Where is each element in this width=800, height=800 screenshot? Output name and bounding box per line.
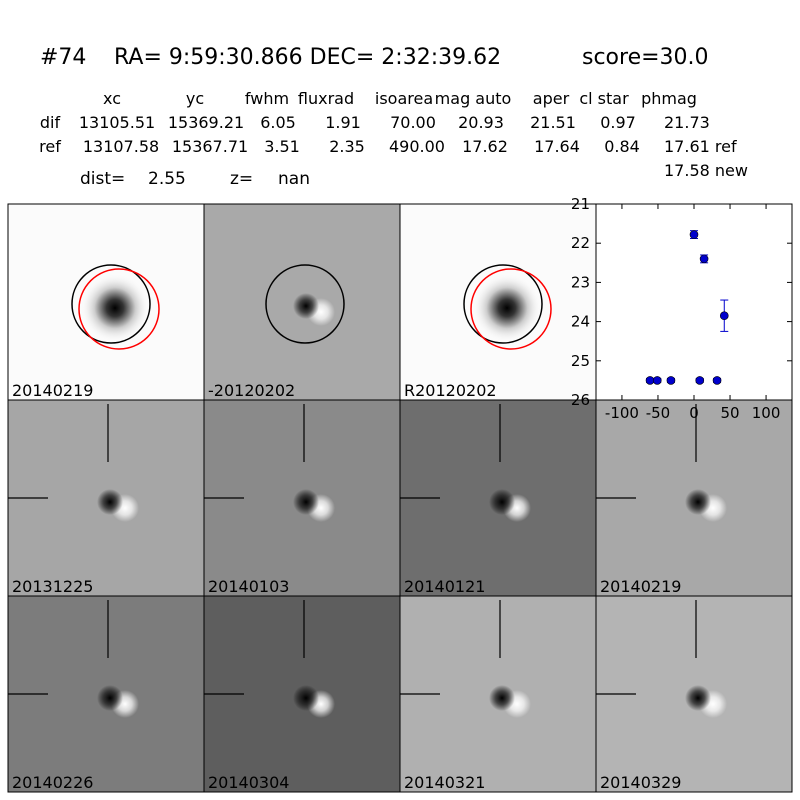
y-tick-label: 25	[571, 352, 590, 370]
table-cell: 6.05	[260, 113, 296, 132]
data-point	[652, 376, 662, 385]
data-point	[666, 376, 676, 385]
column-header: phmag	[641, 89, 697, 108]
table-cell: 21.73	[664, 113, 710, 132]
y-tick-label: 21	[571, 195, 590, 213]
dipole-dark	[293, 685, 319, 711]
table-cell: 15367.71	[172, 137, 248, 156]
dipole-dark	[489, 685, 515, 711]
table-cell: 20.93	[458, 113, 504, 132]
score: score=30.0	[582, 45, 709, 70]
table-cell: 0.84	[604, 137, 640, 156]
table-cell: 17.64	[534, 137, 580, 156]
dipole-dark	[293, 489, 319, 515]
dipole-dark	[97, 489, 123, 515]
panel-label: 20140219	[12, 381, 93, 400]
panel-label: 20140219	[600, 577, 681, 596]
panel-label: 20140329	[600, 773, 681, 792]
data-point	[719, 311, 729, 321]
data-point	[699, 254, 709, 264]
phmag-new: 17.58 new	[664, 161, 748, 180]
panel-label: 20140304	[208, 773, 289, 792]
dipole-dark	[97, 685, 123, 711]
panel-label: -20120202	[208, 381, 295, 400]
data-point	[689, 230, 699, 239]
data-point	[645, 376, 655, 385]
x-tick-label: 50	[720, 404, 739, 422]
column-header: yc	[186, 89, 204, 108]
table-cell: 21.51	[530, 113, 576, 132]
z-label: z=	[230, 169, 253, 189]
column-header: fwhm	[245, 89, 289, 108]
table-cell: 13107.58	[83, 137, 159, 156]
data-point	[695, 376, 705, 385]
panel-label: 20140103	[208, 577, 289, 596]
panel-label: 20131225	[12, 577, 93, 596]
table-cell: 17.62	[462, 137, 508, 156]
dipole-dark	[293, 293, 319, 319]
aperture-circle	[71, 264, 151, 344]
panel-label: R20120202	[404, 381, 497, 400]
table-cell: 17.61 ref	[664, 137, 737, 156]
source-blob	[81, 274, 149, 342]
aperture-circle	[463, 264, 543, 344]
table-cell: 2.35	[329, 137, 365, 156]
dipole-dark	[685, 685, 711, 711]
aperture-circle	[78, 268, 160, 350]
y-tick-label: 23	[571, 273, 590, 291]
column-header: cl star	[579, 89, 629, 108]
panel-label: 20140321	[404, 773, 485, 792]
x-tick-label: -100	[605, 404, 639, 422]
table-cell: 490.00	[389, 137, 445, 156]
y-tick-label: 24	[571, 313, 590, 331]
table-cell: 13105.51	[79, 113, 155, 132]
aperture-circle	[470, 268, 552, 350]
z-value: nan	[278, 169, 310, 189]
dipole-dark	[685, 489, 711, 515]
column-header: mag auto	[435, 89, 512, 108]
panel-label: 20140121	[404, 577, 485, 596]
source-blob	[473, 274, 541, 342]
panel-label: 20140226	[12, 773, 93, 792]
x-tick-label: 100	[752, 404, 781, 422]
column-header: aper	[533, 89, 570, 108]
x-tick-label: 0	[689, 404, 699, 422]
dist-label: dist=	[80, 169, 125, 189]
candidate-id: #74	[40, 45, 86, 70]
x-tick-label: -50	[646, 404, 671, 422]
row-label: dif	[40, 113, 61, 132]
y-tick-label: 22	[571, 234, 590, 252]
table-cell: 15369.21	[168, 113, 244, 132]
dipole-dark	[489, 489, 515, 515]
table-cell: 1.91	[325, 113, 361, 132]
data-point	[712, 376, 722, 385]
table-cell: 3.51	[264, 137, 300, 156]
y-tick-label: 26	[571, 391, 590, 409]
dist-value: 2.55	[148, 169, 186, 189]
table-cell: 70.00	[390, 113, 436, 132]
column-header: fluxrad	[298, 89, 354, 108]
table-cell: 0.97	[600, 113, 636, 132]
row-label: ref	[39, 137, 61, 156]
column-header: isoarea	[375, 89, 433, 108]
coordinates: RA= 9:59:30.866 DEC= 2:32:39.62	[114, 45, 501, 70]
column-header: xc	[103, 89, 121, 108]
aperture-circle	[265, 264, 345, 344]
